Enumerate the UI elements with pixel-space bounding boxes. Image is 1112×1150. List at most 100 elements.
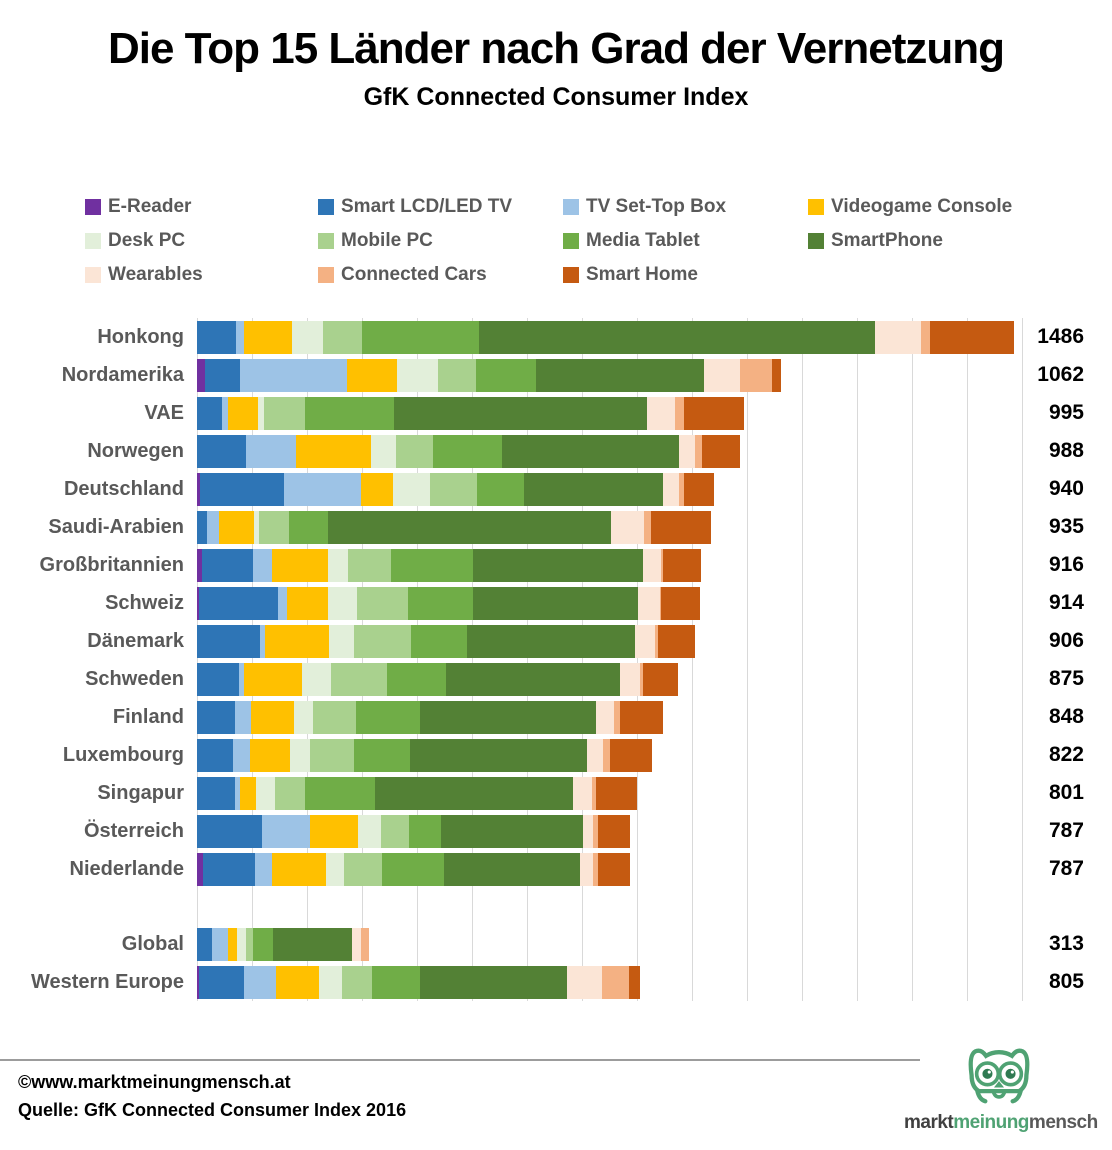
bar-segment bbox=[381, 852, 445, 886]
bar-segment bbox=[244, 662, 303, 696]
bar-segment bbox=[591, 776, 596, 810]
stacked-bar bbox=[197, 320, 1022, 354]
bar-segment bbox=[264, 396, 306, 430]
bar-segment bbox=[343, 852, 382, 886]
bar-segment bbox=[479, 320, 876, 354]
chart-legend: E-Reader Smart LCD/LED TV TV Set-Top Box Vi… bbox=[85, 196, 1112, 286]
bar-segment bbox=[595, 776, 638, 810]
legend-item: Videogame Console bbox=[808, 196, 1112, 218]
chart-row: Western Europe 805 bbox=[0, 963, 1112, 1001]
bar-segment bbox=[228, 927, 237, 961]
legend-item: SmartPhone bbox=[808, 230, 1112, 252]
legend-swatch bbox=[85, 233, 101, 250]
legend-label: Connected Cars bbox=[341, 264, 487, 286]
bar-segment bbox=[408, 586, 473, 620]
bar-segment bbox=[309, 738, 355, 772]
stacked-bar bbox=[197, 738, 1022, 772]
logo-part-mensch: mensch bbox=[1028, 1112, 1098, 1134]
bar-segment bbox=[598, 814, 630, 848]
bar-segment bbox=[233, 738, 250, 772]
total-value: 801 bbox=[1048, 781, 1084, 805]
bar-segment bbox=[639, 662, 643, 696]
bar-segment bbox=[273, 927, 352, 961]
legend-item: Mobile PC bbox=[318, 230, 563, 252]
bar-segment bbox=[573, 776, 592, 810]
bar-segment bbox=[360, 472, 393, 506]
bar-segment bbox=[197, 927, 212, 961]
legend-label: Wearables bbox=[108, 264, 203, 286]
legend-label: Media Tablet bbox=[586, 230, 700, 252]
footer-source: Quelle: GfK Connected Consumer Index 201… bbox=[18, 1100, 407, 1121]
bar-segment bbox=[637, 586, 661, 620]
bar-segment bbox=[260, 624, 266, 658]
total-value: 914 bbox=[1048, 591, 1084, 615]
bar-segment bbox=[396, 434, 434, 468]
gridline bbox=[362, 318, 363, 1002]
stacked-bar bbox=[197, 965, 1022, 999]
bar-segment bbox=[739, 358, 773, 392]
stacked-bar bbox=[197, 548, 1022, 582]
bar-segment bbox=[205, 358, 240, 392]
bar-segment bbox=[381, 814, 410, 848]
stacked-bar bbox=[197, 358, 1022, 392]
bar-segment bbox=[603, 738, 610, 772]
bar-segment bbox=[305, 396, 394, 430]
stacked-bar bbox=[197, 776, 1022, 810]
bar-segment bbox=[356, 700, 420, 734]
bar-segment bbox=[357, 814, 382, 848]
bar-segment bbox=[929, 320, 1015, 354]
gridline bbox=[747, 318, 748, 1002]
bar-segment bbox=[318, 965, 342, 999]
gridline bbox=[582, 318, 583, 1002]
bar-segment bbox=[920, 320, 930, 354]
gridline bbox=[637, 318, 638, 1002]
footer-copyright: ©www.marktmeinungmensch.at bbox=[18, 1072, 291, 1093]
bar-segment bbox=[239, 776, 256, 810]
bar-segment bbox=[197, 852, 204, 886]
gridline bbox=[1022, 318, 1023, 1002]
bar-segment bbox=[199, 586, 278, 620]
bar-segment bbox=[253, 548, 273, 582]
legend-item: Smart LCD/LED TV bbox=[318, 196, 563, 218]
bar-segment bbox=[327, 586, 358, 620]
bar-segment bbox=[197, 396, 223, 430]
bar-segment bbox=[310, 814, 358, 848]
bar-segment bbox=[371, 965, 421, 999]
bar-segment bbox=[610, 738, 652, 772]
gridline bbox=[802, 318, 803, 1002]
bar-segment bbox=[239, 662, 245, 696]
bar-segment bbox=[197, 472, 200, 506]
bar-segment bbox=[629, 965, 640, 999]
bar-segment bbox=[658, 624, 696, 658]
bar-segment bbox=[199, 472, 284, 506]
bar-segment bbox=[396, 358, 438, 392]
bar-segment bbox=[477, 472, 525, 506]
bar-segment bbox=[524, 472, 664, 506]
legend-swatch bbox=[85, 267, 101, 284]
bar-segment bbox=[582, 814, 593, 848]
bar-segment bbox=[234, 776, 240, 810]
bar-segment bbox=[328, 624, 355, 658]
legend-item: Connected Cars bbox=[318, 264, 563, 286]
bar-segment bbox=[643, 510, 651, 544]
bar-segment bbox=[678, 434, 696, 468]
bar-segment bbox=[197, 624, 261, 658]
chart-row: Österreich 787 bbox=[0, 812, 1112, 850]
chart-row: Dänemark 906 bbox=[0, 622, 1112, 660]
bar-segment bbox=[245, 434, 296, 468]
chart-row: Großbritannien 916 bbox=[0, 546, 1112, 584]
page-subtitle: GfK Connected Consumer Index bbox=[363, 83, 749, 112]
bar-segment bbox=[390, 548, 473, 582]
chart-row: Singapur 801 bbox=[0, 774, 1112, 812]
total-value: 787 bbox=[1048, 819, 1084, 843]
legend-label: Videogame Console bbox=[831, 196, 1013, 218]
bar-segment bbox=[197, 662, 240, 696]
total-value: 940 bbox=[1048, 477, 1084, 501]
bar-segment bbox=[684, 396, 745, 430]
bar-segment bbox=[291, 320, 324, 354]
gridline bbox=[417, 318, 418, 1002]
bar-segment bbox=[587, 738, 604, 772]
legend-item: Wearables bbox=[85, 264, 318, 286]
bar-segment bbox=[683, 472, 714, 506]
bar-segment bbox=[595, 700, 615, 734]
